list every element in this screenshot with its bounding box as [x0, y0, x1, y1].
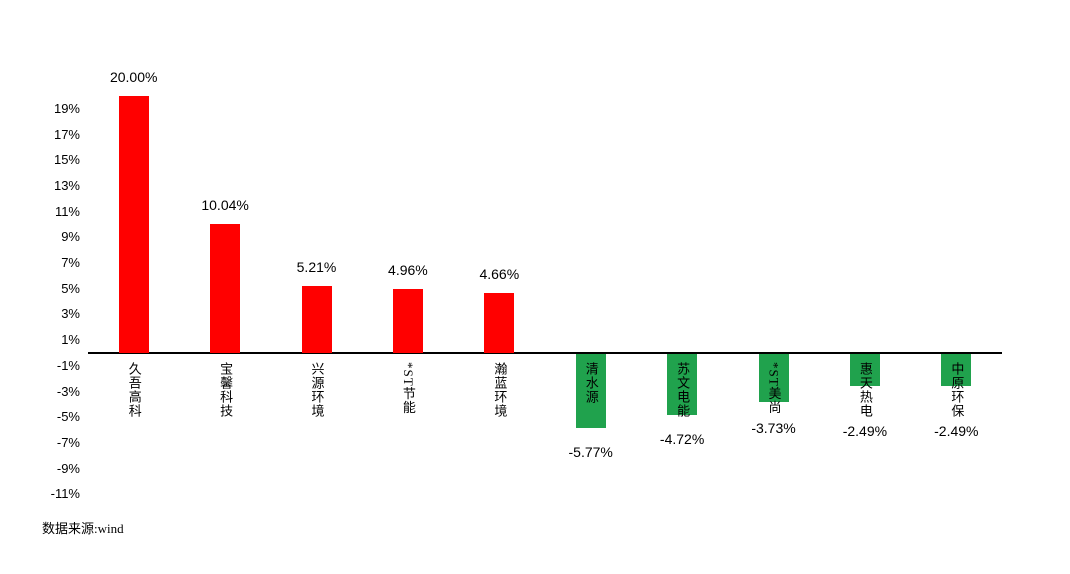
y-tick-label: -5% [56, 409, 80, 425]
value-label: -2.49% [842, 423, 888, 439]
category-label: 瀚蓝环境 [492, 362, 508, 418]
y-tick-label: -9% [56, 460, 80, 476]
category-label: 中原环保 [949, 362, 965, 418]
y-tick-label: 5% [61, 280, 80, 296]
bar [392, 289, 423, 353]
value-label: 4.96% [388, 262, 428, 279]
y-tick-label: -7% [56, 434, 80, 450]
category-label: 清水源 [583, 362, 599, 404]
bar [210, 223, 241, 353]
value-label: 5.21% [296, 259, 337, 276]
value-label: 4.66% [479, 266, 520, 283]
category-label: 宝馨科技 [218, 362, 234, 418]
y-tick-label: 17% [53, 126, 80, 142]
y-tick-label: 11% [54, 203, 80, 219]
y-tick-label: 9% [61, 229, 80, 245]
category-label: *ST节能 [400, 362, 416, 415]
y-tick-label: 15% [53, 152, 80, 168]
category-label: *ST美尚 [766, 362, 782, 415]
source-note: 数据来源:wind [42, 521, 124, 536]
bar [484, 293, 515, 353]
bar [575, 354, 606, 429]
bar [667, 354, 698, 415]
category-label: 久吾高科 [126, 362, 142, 418]
value-label: 20.00% [109, 69, 158, 85]
bar [849, 354, 880, 386]
bar [941, 354, 972, 386]
bar [118, 96, 149, 353]
value-label: -4.72% [659, 430, 705, 447]
y-tick-label: 19% [53, 100, 80, 116]
y-tick-label: -3% [56, 383, 80, 399]
bar [301, 286, 332, 353]
x-axis-line [88, 352, 1002, 354]
y-tick-label: 1% [61, 332, 80, 348]
value-label: -2.49% [934, 423, 979, 439]
category-label: 兴源环境 [309, 362, 325, 418]
category-label: 惠天热电 [857, 362, 873, 418]
y-tick-label: 13% [53, 177, 80, 193]
value-label: -3.73% [751, 420, 796, 436]
value-label: 10.04% [201, 196, 249, 213]
bar [758, 354, 789, 402]
y-tick-label: 3% [61, 306, 80, 322]
y-tick-label: 7% [61, 255, 80, 271]
category-label: 苏文电能 [675, 362, 691, 418]
value-label: -5.77% [568, 444, 613, 461]
y-tick-label: -11% [50, 486, 80, 502]
y-tick-label: -1% [56, 357, 80, 373]
